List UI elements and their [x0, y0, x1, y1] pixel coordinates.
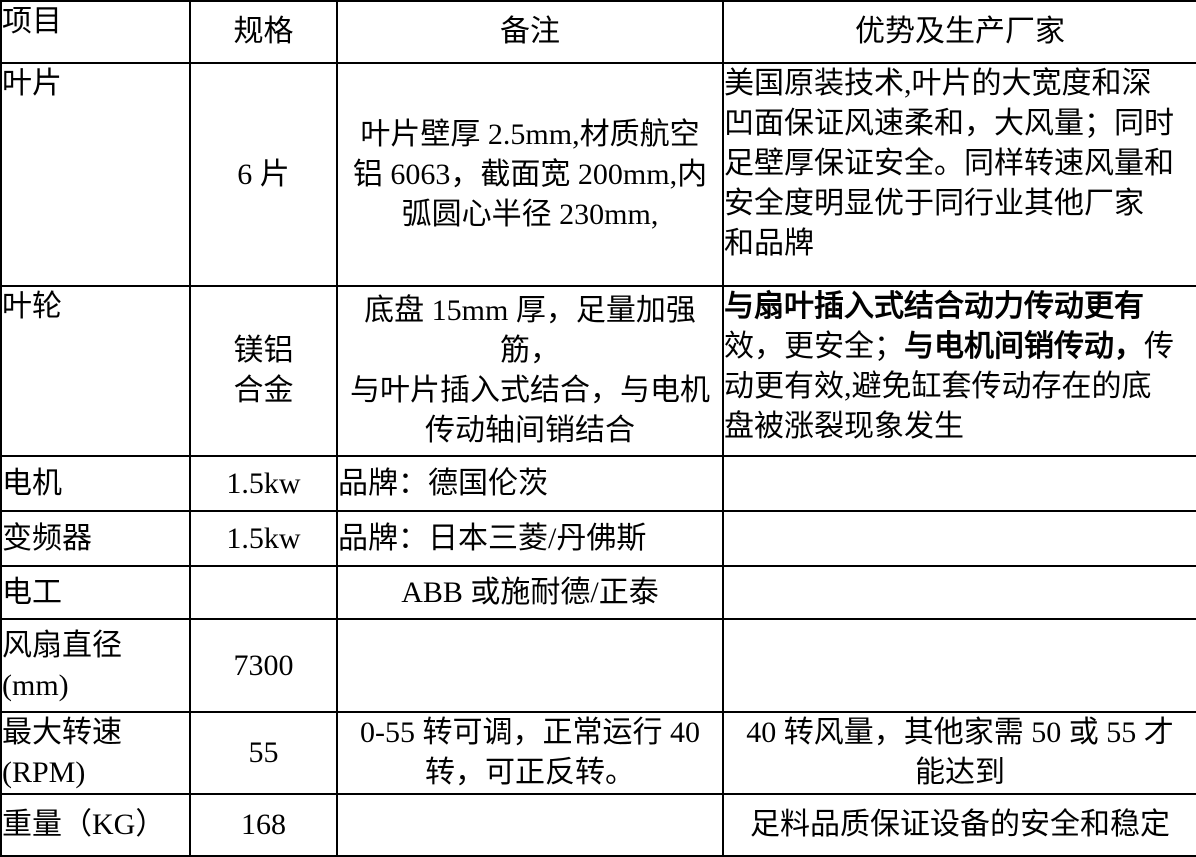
- cell-item: 风扇直径 (mm): [0, 618, 191, 713]
- row-fan-diameter: 风扇直径 (mm) 7300: [0, 618, 1196, 713]
- row-weight: 重量（KG） 168 足料品质保证设备的安全和稳定: [0, 793, 1196, 857]
- cell-advantage: 与扇叶插入式结合动力传动更有 效，更安全；与电机间销传动，传 动更有效,避免缸套…: [722, 285, 1196, 457]
- cell-advantage: 足料品质保证设备的安全和稳定: [722, 793, 1196, 857]
- cell-note: [336, 793, 724, 857]
- header-item: 项目: [0, 0, 191, 64]
- cell-note: 品牌：德国伦茨: [336, 455, 724, 512]
- cell-note: 品牌：日本三菱/丹佛斯: [336, 510, 724, 567]
- cell-spec: 7300: [189, 618, 338, 713]
- row-impeller: 叶轮 镁铝 合金 底盘 15mm 厚，足量加强筋， 与叶片插入式结合，与电机 传…: [0, 285, 1196, 457]
- header-spec: 规格: [189, 0, 338, 64]
- cell-note: 底盘 15mm 厚，足量加强筋， 与叶片插入式结合，与电机 传动轴间销结合: [336, 285, 724, 457]
- cell-advantage: [722, 565, 1196, 620]
- cell-note: ABB 或施耐德/正泰: [336, 565, 724, 620]
- cell-advantage: [722, 510, 1196, 567]
- cell-item: 电机: [0, 455, 191, 512]
- cell-advantage: [722, 455, 1196, 512]
- cell-advantage: 美国原装技术,叶片的大宽度和深 凹面保证风速柔和，大风量；同时 足壁厚保证安全。…: [722, 62, 1196, 287]
- row-motor: 电机 1.5kw 品牌：德国伦茨: [0, 455, 1196, 512]
- cell-note: [336, 618, 724, 713]
- cell-item: 最大转速 (RPM): [0, 711, 191, 795]
- cell-item: 叶轮: [0, 285, 191, 457]
- cell-spec: 镁铝 合金: [189, 285, 338, 457]
- header-advantage: 优势及生产厂家: [722, 0, 1196, 64]
- cell-item: 重量（KG）: [0, 793, 191, 857]
- cell-spec: 1.5kw: [189, 510, 338, 567]
- header-note: 备注: [336, 0, 724, 64]
- cell-advantage: [722, 618, 1196, 713]
- cell-spec: 6 片: [189, 62, 338, 287]
- cell-spec: 168: [189, 793, 338, 857]
- cell-spec: [189, 565, 338, 620]
- cell-item: 叶片: [0, 62, 191, 287]
- cell-item: 电工: [0, 565, 191, 620]
- row-blade: 叶片 6 片 叶片壁厚 2.5mm,材质航空 铝 6063，截面宽 200mm,…: [0, 62, 1196, 287]
- table-header-row: 项目 规格 备注 优势及生产厂家: [0, 0, 1196, 64]
- cell-note: 0-55 转可调，正常运行 40 转，可正反转。: [336, 711, 724, 795]
- cell-spec: 55: [189, 711, 338, 795]
- cell-item: 变频器: [0, 510, 191, 567]
- cell-note: 叶片壁厚 2.5mm,材质航空 铝 6063，截面宽 200mm,内 弧圆心半径…: [336, 62, 724, 287]
- cell-advantage: 40 转风量，其他家需 50 或 55 才 能达到: [722, 711, 1196, 795]
- row-max-speed: 最大转速 (RPM) 55 0-55 转可调，正常运行 40 转，可正反转。 4…: [0, 711, 1196, 795]
- cell-spec: 1.5kw: [189, 455, 338, 512]
- row-inverter: 变频器 1.5kw 品牌：日本三菱/丹佛斯: [0, 510, 1196, 567]
- row-electrical: 电工 ABB 或施耐德/正泰: [0, 565, 1196, 620]
